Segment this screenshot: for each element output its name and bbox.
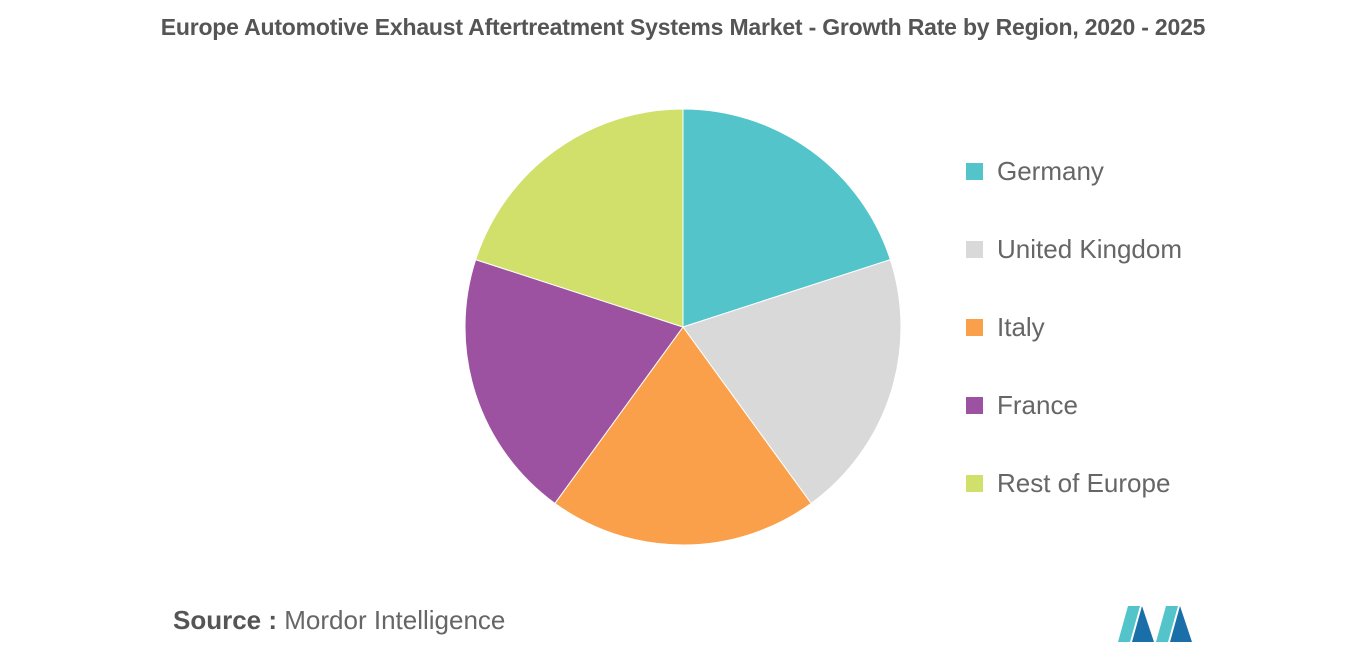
legend-swatch bbox=[966, 241, 983, 258]
pie-slice-italy bbox=[554, 326, 812, 546]
legend-label: France bbox=[997, 390, 1078, 420]
legend-item-france: France bbox=[966, 387, 1182, 465]
chart-title: Europe Automotive Exhaust Aftertreatment… bbox=[160, 14, 1206, 40]
legend-swatch bbox=[966, 397, 983, 414]
legend-label: Italy bbox=[997, 312, 1045, 342]
legend-swatch bbox=[966, 475, 983, 492]
legend-label: Rest of Europe bbox=[997, 468, 1171, 498]
pie-slice-united-kingdom bbox=[682, 258, 902, 505]
pie-slice-germany bbox=[682, 108, 891, 328]
source-text: Mordor Intelligence bbox=[284, 605, 506, 635]
mordor-intelligence-logo-icon bbox=[1118, 606, 1192, 642]
legend: Germany United Kingdom Italy France Rest of … bbox=[966, 153, 1182, 543]
legend-swatch bbox=[966, 163, 983, 180]
legend-item-germany: Germany bbox=[966, 153, 1182, 231]
legend-item-united-kingdom: United Kingdom bbox=[966, 231, 1182, 309]
source-label: Source : bbox=[173, 605, 278, 635]
pie-slice-france bbox=[464, 258, 684, 505]
source-note: Source : Mordor Intelligence bbox=[173, 605, 505, 636]
legend-item-italy: Italy bbox=[966, 309, 1182, 387]
legend-label: Germany bbox=[997, 156, 1104, 186]
pie-slice-rest-of-europe bbox=[475, 108, 684, 328]
legend-item-rest-of-europe: Rest of Europe bbox=[966, 465, 1182, 543]
legend-swatch bbox=[966, 319, 983, 336]
legend-label: United Kingdom bbox=[997, 234, 1182, 264]
